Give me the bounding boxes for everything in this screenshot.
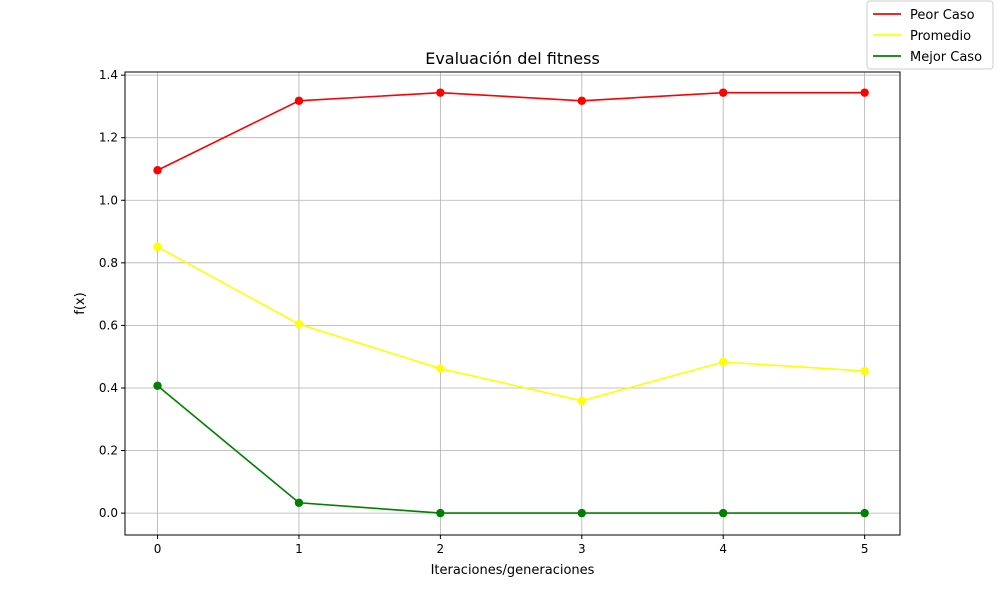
data-point — [719, 508, 728, 518]
y-tick-label: 0.0 — [99, 506, 118, 520]
ticks: 0 1 2 3 4 5 0.0 0.2 0.4 0.6 0.8 1.0 1.2 1.4 — [99, 68, 869, 556]
chart-title: Evaluación del fitness — [425, 49, 600, 68]
data-point — [860, 508, 869, 518]
y-axis-label: f(x) — [73, 292, 88, 314]
data-point — [719, 357, 728, 367]
data-point — [860, 366, 869, 376]
legend: Peor Caso Promedio Mejor Caso — [866, 0, 994, 70]
plot-frame — [124, 71, 901, 536]
x-tick-label: 1 — [295, 542, 303, 556]
data-point — [153, 242, 162, 252]
y-tick-label: 0.8 — [99, 256, 118, 270]
grid — [125, 72, 900, 535]
x-tick-label: 5 — [861, 542, 869, 556]
series-line — [157, 385, 865, 514]
x-tick-label: 2 — [437, 542, 445, 556]
series-line — [157, 246, 865, 402]
legend-label: Mejor Caso — [910, 50, 982, 65]
data-point — [153, 381, 162, 390]
data-point — [860, 88, 869, 97]
x-tick-label: 4 — [719, 542, 727, 556]
data-point — [436, 508, 445, 518]
y-tick-label: 1.4 — [99, 68, 118, 82]
y-tick-label: 0.6 — [99, 318, 118, 332]
data-point — [436, 88, 445, 97]
legend-frame — [866, 0, 994, 70]
series-layer — [153, 88, 869, 518]
series-mejor-caso — [153, 381, 869, 518]
data-point — [294, 96, 304, 105]
x-tick-label: 0 — [154, 542, 162, 556]
data-point — [294, 498, 304, 507]
y-tick-label: 0.4 — [99, 381, 118, 395]
series-line — [157, 91, 865, 171]
y-tick-label: 1.2 — [99, 131, 118, 145]
data-point — [294, 319, 304, 329]
series-peor-caso — [153, 88, 869, 175]
legend-label: Promedio — [910, 29, 971, 44]
data-point — [577, 508, 586, 518]
data-point — [153, 166, 162, 175]
y-tick-label: 1.0 — [99, 193, 118, 207]
x-axis-label: Iteraciones/generaciones — [431, 563, 595, 578]
data-point — [577, 396, 586, 405]
x-tick-label: 3 — [578, 542, 586, 556]
legend-label: Peor Caso — [910, 8, 975, 23]
series-promedio — [153, 242, 869, 405]
data-point — [719, 88, 728, 97]
data-point — [436, 364, 445, 373]
data-point — [577, 96, 586, 105]
y-tick-label: 0.2 — [99, 444, 118, 458]
